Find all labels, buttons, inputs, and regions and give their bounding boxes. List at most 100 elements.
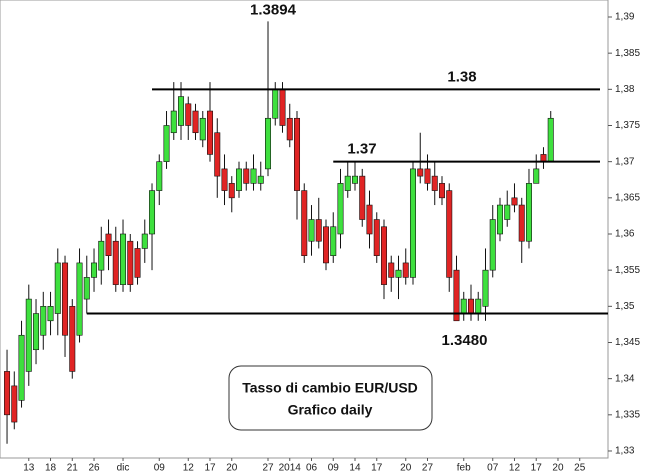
x-tick-label: 06 [306,463,318,474]
x-tick-label: 27 [262,463,274,474]
candle-body [257,175,264,184]
x-tick-label: 09 [154,463,166,474]
x-tick-label: 20 [226,463,238,474]
candle-body [149,190,156,235]
x-tick-label: 12 [183,463,195,474]
x-tick-label: 07 [487,463,499,474]
candle-body [475,298,482,314]
candle-body [279,89,286,126]
candle-body [265,117,272,170]
x-tick-label: 17 [531,463,543,474]
candle-body [91,262,98,278]
y-tick-label: 1,355 [615,265,640,276]
x-tick-label: 18 [45,463,57,474]
x-tick-label: 20 [552,463,564,474]
candle-body [547,117,554,162]
candle-body [460,298,467,314]
y-tick-label: 1,37 [615,156,635,167]
candle-body [170,110,177,134]
candle-body [308,219,315,242]
candle-body [511,197,518,206]
candle-body [250,168,257,184]
candle-body [185,103,192,126]
candle-body [11,385,18,423]
candle-body [98,240,105,271]
candle-body [301,190,308,256]
candle-body [315,219,322,242]
candle-body [409,168,416,278]
x-tick-label: 25 [574,463,586,474]
y-tick-label: 1,35 [615,301,635,312]
y-tick-label: 1,33 [615,446,635,457]
candle-body [40,306,47,336]
x-tick-label: 17 [204,463,216,474]
candle-body [533,168,540,184]
x-tick-label: 09 [328,463,340,474]
x-tick-label: 20 [400,463,412,474]
x-tick-label: feb [457,463,471,474]
y-tick-label: 1,39 [615,12,635,23]
candle-body [525,183,532,242]
candle-body [286,117,293,141]
y-tick-label: 1,36 [615,229,635,240]
candle-body [453,269,460,322]
candle-body [178,96,185,126]
candle-body [47,306,54,322]
x-tick-label: 17 [371,463,383,474]
candle-body [127,240,134,285]
candle-body [540,154,547,162]
candle-body [344,175,351,191]
candle-body [496,204,503,235]
annotation: 1.3480 [442,332,488,349]
candle-body [337,183,344,235]
level-label: 1.38 [447,68,476,85]
candle-body [62,262,69,336]
x-tick-label: 13 [23,463,35,474]
y-tick-label: 1,365 [615,192,640,203]
x-tick-label: 14 [349,463,361,474]
candle-body [163,125,170,162]
candle-body [236,168,243,191]
y-tick-label: 1,345 [615,337,640,348]
note-line: Grafico daily [288,402,373,418]
candle-body [323,226,330,264]
y-tick-label: 1,38 [615,84,635,95]
candle-body [294,117,301,191]
y-tick-label: 1,335 [615,409,640,420]
candle-body [438,183,445,199]
candle-body [83,277,90,300]
candle-body [504,204,511,220]
y-tick-label: 1,375 [615,120,640,131]
candle-body [4,371,11,416]
candle-body [489,219,496,271]
candle-body [243,168,250,184]
candle-body [141,233,148,249]
x-tick-label: 21 [67,463,79,474]
candle-body [359,175,366,220]
candle-body [272,89,279,119]
candle-body [228,183,235,199]
candle-body [417,168,424,177]
x-tick-label: 26 [88,463,100,474]
candle-body [373,219,380,256]
candle-body [431,175,438,191]
candle-body [482,269,489,307]
candle-body [54,262,61,314]
candle-body [214,132,221,177]
candle-body [105,233,112,256]
candle-body [380,226,387,285]
annotation: 1.3894 [250,1,297,18]
candle-body [207,110,214,155]
candle-body [18,334,25,401]
candle-body [351,175,358,184]
x-tick-label: dic [117,463,130,474]
candle-body [76,262,83,336]
candle-body [156,161,163,191]
candle-body [192,110,199,134]
y-tick-label: 1,34 [615,373,635,384]
x-tick-label: 12 [509,463,521,474]
candle-body [120,233,127,285]
level-label: 1.37 [347,141,376,158]
candle-body [330,226,337,256]
candle-body [424,168,431,184]
